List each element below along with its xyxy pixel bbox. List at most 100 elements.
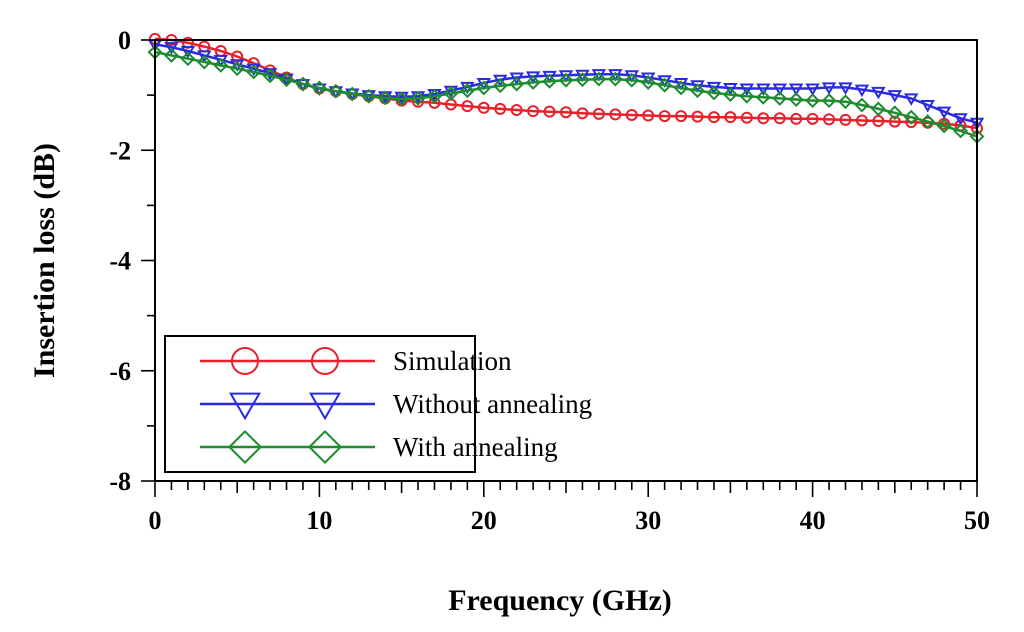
y-tick-label: -4 <box>109 247 131 276</box>
data-point-without-annealing <box>180 46 196 59</box>
data-point-without-annealing <box>493 74 508 88</box>
data-point-simulation <box>724 111 737 124</box>
data-point-without-annealing <box>164 42 179 55</box>
series-line-with-annealing <box>154 50 978 138</box>
data-point-simulation <box>757 112 770 125</box>
data-point-with-annealing <box>821 93 837 109</box>
data-point-with-annealing <box>410 91 426 106</box>
data-point-simulation <box>576 107 589 120</box>
data-point-without-annealing <box>756 83 771 97</box>
data-point-without-annealing <box>213 54 228 68</box>
data-point-simulation <box>625 108 638 121</box>
data-point-with-annealing <box>838 94 853 110</box>
data-point-with-annealing <box>476 80 492 96</box>
axes: 0 10 20 30 40 50 0 -2 -4 -6 -8 Frequency (GHz) Inser… <box>28 26 990 617</box>
data-point-without-annealing <box>723 82 738 96</box>
legend-label-without-annealing: Without annealing <box>393 389 592 419</box>
x-tick-label: 20 <box>471 506 497 535</box>
data-point-without-annealing <box>525 71 541 84</box>
data-point-without-annealing <box>887 90 903 103</box>
data-point-simulation <box>527 105 540 118</box>
y-tick-label: -6 <box>109 357 131 386</box>
data-point-with-annealing <box>640 75 656 90</box>
x-tick-label: 40 <box>800 506 826 535</box>
data-point-simulation <box>839 113 852 126</box>
y-tick-label: -8 <box>109 467 131 496</box>
data-point-simulation <box>510 104 523 117</box>
data-point-with-annealing <box>575 72 590 88</box>
data-point-without-annealing <box>509 72 524 85</box>
data-point-simulation <box>888 115 901 128</box>
data-point-simulation <box>658 110 671 123</box>
data-point-without-annealing <box>904 93 919 106</box>
data-point-with-annealing <box>788 92 804 107</box>
data-point-with-annealing <box>739 88 755 104</box>
data-point-with-annealing <box>755 89 771 105</box>
legend-marker-with-annealing <box>227 429 263 465</box>
data-point-simulation <box>707 111 720 124</box>
x-tick-label: 0 <box>149 506 162 535</box>
plot-area <box>147 32 985 144</box>
data-point-with-annealing <box>196 54 212 70</box>
series-line-simulation <box>154 37 978 130</box>
data-point-with-annealing <box>903 109 919 125</box>
data-point-simulation <box>494 102 507 115</box>
data-point-without-annealing <box>690 80 705 93</box>
data-point-with-annealing <box>377 90 393 106</box>
data-point-simulation <box>543 105 556 118</box>
data-point-with-annealing <box>229 61 245 77</box>
data-point-with-annealing <box>936 118 952 134</box>
data-point-with-annealing <box>525 75 541 90</box>
data-point-simulation <box>691 110 704 123</box>
data-point-with-annealing <box>772 91 788 106</box>
data-point-with-annealing <box>805 93 821 109</box>
legend-marker-simulation <box>311 347 339 375</box>
data-point-with-annealing <box>607 71 623 87</box>
data-point-with-annealing <box>213 57 229 73</box>
data-point-with-annealing <box>673 80 689 96</box>
legend-marker-with-annealing <box>307 429 343 465</box>
y-tick-label: -2 <box>109 136 131 165</box>
data-point-with-annealing <box>394 91 410 107</box>
y-axis-title: Insertion loss (dB) <box>28 143 61 378</box>
data-point-with-annealing <box>427 88 442 104</box>
data-point-with-annealing <box>361 88 377 104</box>
legend-label-with-annealing: With annealing <box>393 432 558 462</box>
data-point-with-annealing <box>279 72 294 88</box>
data-point-with-annealing <box>459 83 475 99</box>
data-point-simulation <box>642 109 655 122</box>
data-point-simulation <box>790 112 803 125</box>
data-point-without-annealing <box>706 81 722 95</box>
legend-label-simulation: Simulation <box>393 346 512 376</box>
legend: Simulation Without annealing With annealin… <box>164 335 592 473</box>
data-point-without-annealing <box>805 83 820 97</box>
legend-marker-without-annealing <box>308 392 342 421</box>
data-point-with-annealing <box>164 48 179 63</box>
data-point-with-annealing <box>558 72 574 88</box>
data-point-with-annealing <box>690 83 705 99</box>
data-point-without-annealing <box>739 83 755 97</box>
data-point-with-annealing <box>953 123 968 139</box>
x-tick-label: 10 <box>306 506 332 535</box>
data-point-without-annealing <box>772 83 787 97</box>
data-point-with-annealing <box>706 85 722 101</box>
data-point-without-annealing <box>788 83 804 97</box>
data-point-without-annealing <box>871 86 886 100</box>
data-point-with-annealing <box>311 80 327 96</box>
data-point-with-annealing <box>722 87 738 102</box>
data-point-with-annealing <box>180 51 196 67</box>
data-point-with-annealing <box>492 78 508 94</box>
data-point-simulation <box>560 106 572 119</box>
data-point-without-annealing <box>920 100 935 113</box>
x-tick-label: 50 <box>964 506 990 535</box>
data-point-with-annealing <box>624 72 640 88</box>
data-point-with-annealing <box>591 71 607 87</box>
data-point-without-annealing <box>197 50 212 63</box>
data-point-without-annealing <box>838 82 853 95</box>
data-point-simulation <box>592 107 605 120</box>
data-point-with-annealing <box>295 76 311 92</box>
x-tick-label: 30 <box>635 506 661 535</box>
data-point-simulation <box>806 112 819 125</box>
data-point-with-annealing <box>870 101 886 117</box>
